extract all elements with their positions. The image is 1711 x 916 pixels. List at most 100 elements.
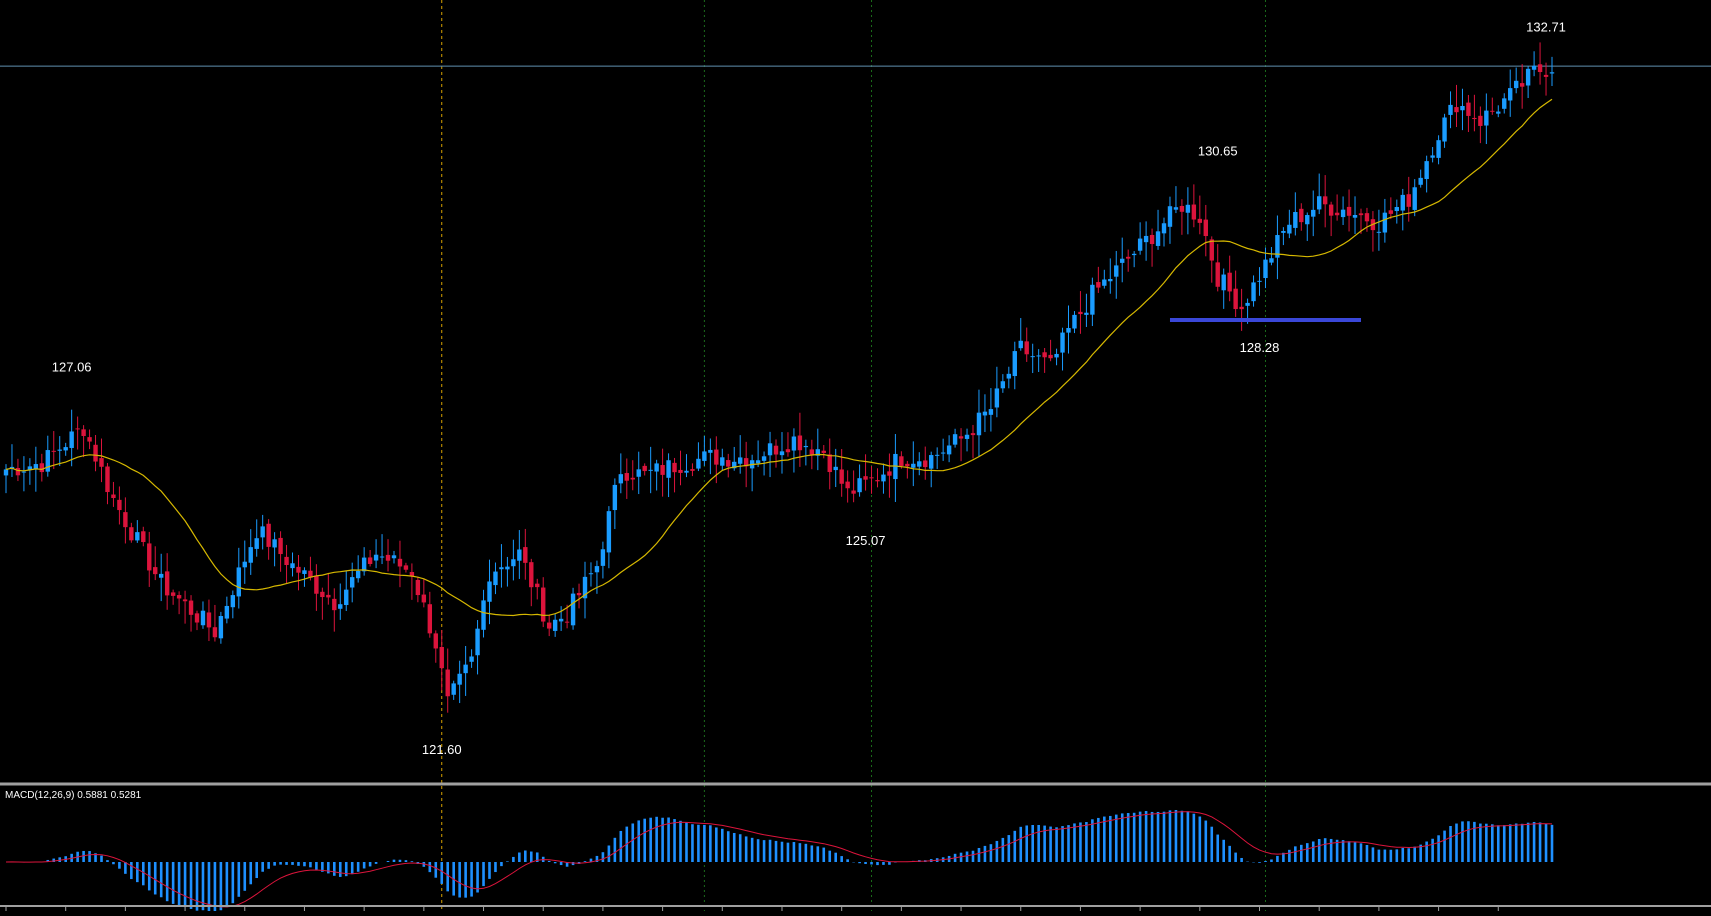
candle-body (1096, 282, 1101, 288)
candle-body (1334, 212, 1340, 216)
candle-body (266, 523, 271, 547)
candle-body (206, 612, 212, 628)
candle-body (1227, 272, 1232, 292)
candle-body (1454, 107, 1459, 113)
candle-body (314, 575, 319, 594)
candle-body (970, 433, 976, 436)
candle-body (51, 450, 56, 452)
candle-body (1239, 306, 1244, 310)
candle-body (857, 478, 862, 493)
candle-body (1018, 340, 1023, 349)
candle-body (1293, 212, 1298, 228)
candle-body (1519, 83, 1525, 87)
candle-body (117, 499, 122, 511)
candle-body (409, 572, 415, 577)
macd-signal-line (5, 811, 1553, 908)
candle-body (1120, 258, 1125, 263)
candle-body (326, 594, 331, 598)
candle-body (308, 570, 313, 578)
candle-body (839, 469, 844, 484)
candle-body (988, 409, 994, 415)
candle-body (1322, 196, 1328, 205)
candle-body (1245, 302, 1250, 306)
candle-body (582, 576, 588, 599)
candle-body (1251, 282, 1256, 302)
candle-body (1131, 253, 1137, 256)
candle-body (1549, 72, 1555, 74)
candle-body (296, 566, 301, 573)
candle-body (594, 566, 600, 573)
candle-body (367, 557, 373, 564)
candle-body (105, 466, 110, 493)
candle-body (541, 587, 546, 622)
candle-body (1424, 161, 1429, 180)
candle-body (45, 450, 50, 472)
candle-body (1537, 64, 1543, 73)
candle-body (1125, 256, 1131, 259)
candle-body (1317, 196, 1322, 210)
candle-body (475, 628, 480, 656)
candle-body (469, 656, 474, 662)
candle-body (654, 463, 659, 472)
candle-body (457, 673, 462, 685)
candle-body (1197, 218, 1203, 223)
candle-body (1006, 373, 1012, 379)
candle-body (439, 646, 444, 669)
candle-body (1513, 80, 1519, 89)
candle-body (170, 592, 176, 596)
candle-body (845, 481, 850, 489)
candle-body (1054, 353, 1059, 358)
candle-body (1281, 231, 1286, 233)
candle-body (761, 456, 767, 461)
candle-body (588, 573, 594, 575)
candle-body (630, 477, 635, 480)
candle-body (254, 538, 259, 549)
candle-body (976, 412, 982, 436)
candle-body (361, 557, 367, 572)
candle-body (1478, 115, 1483, 126)
candle-body (505, 566, 510, 570)
candle-body (1030, 356, 1035, 358)
candle-body (176, 595, 182, 599)
candle-body (1525, 68, 1531, 86)
candle-body (940, 452, 946, 454)
candle-body (1060, 332, 1065, 353)
candle-body (1179, 205, 1185, 212)
candle-body (158, 573, 164, 578)
candle-body (350, 577, 355, 588)
candle-body (1460, 105, 1465, 111)
candle-body (511, 559, 516, 567)
candle-body (869, 477, 874, 479)
candle-body (1340, 209, 1346, 218)
candle-body (188, 600, 194, 615)
candle-body (1167, 206, 1173, 227)
candle-body (1502, 98, 1507, 109)
candle-body (803, 445, 809, 448)
candle-body (135, 532, 140, 541)
candle-body (779, 451, 785, 456)
candle-body (606, 511, 612, 553)
candle-body (666, 460, 671, 478)
candle-body (1084, 312, 1089, 315)
candle-body (833, 466, 838, 471)
candle-body (379, 556, 385, 558)
candle-body (194, 613, 200, 623)
candle-body (994, 388, 1000, 408)
candle-body (1430, 155, 1435, 158)
candle-body (403, 565, 409, 570)
candle-body (278, 537, 283, 555)
candle-body (1394, 207, 1400, 212)
candle-body (99, 458, 104, 467)
candle-body (355, 570, 361, 579)
candle-body (1412, 187, 1417, 210)
candle-body (153, 567, 158, 575)
candle-body (373, 554, 379, 561)
candle-body (445, 669, 450, 697)
candle-body (642, 465, 647, 472)
candle-body (1209, 239, 1214, 261)
candle-body (75, 428, 80, 430)
candle-body (1000, 381, 1006, 389)
candle-body (1108, 278, 1113, 282)
